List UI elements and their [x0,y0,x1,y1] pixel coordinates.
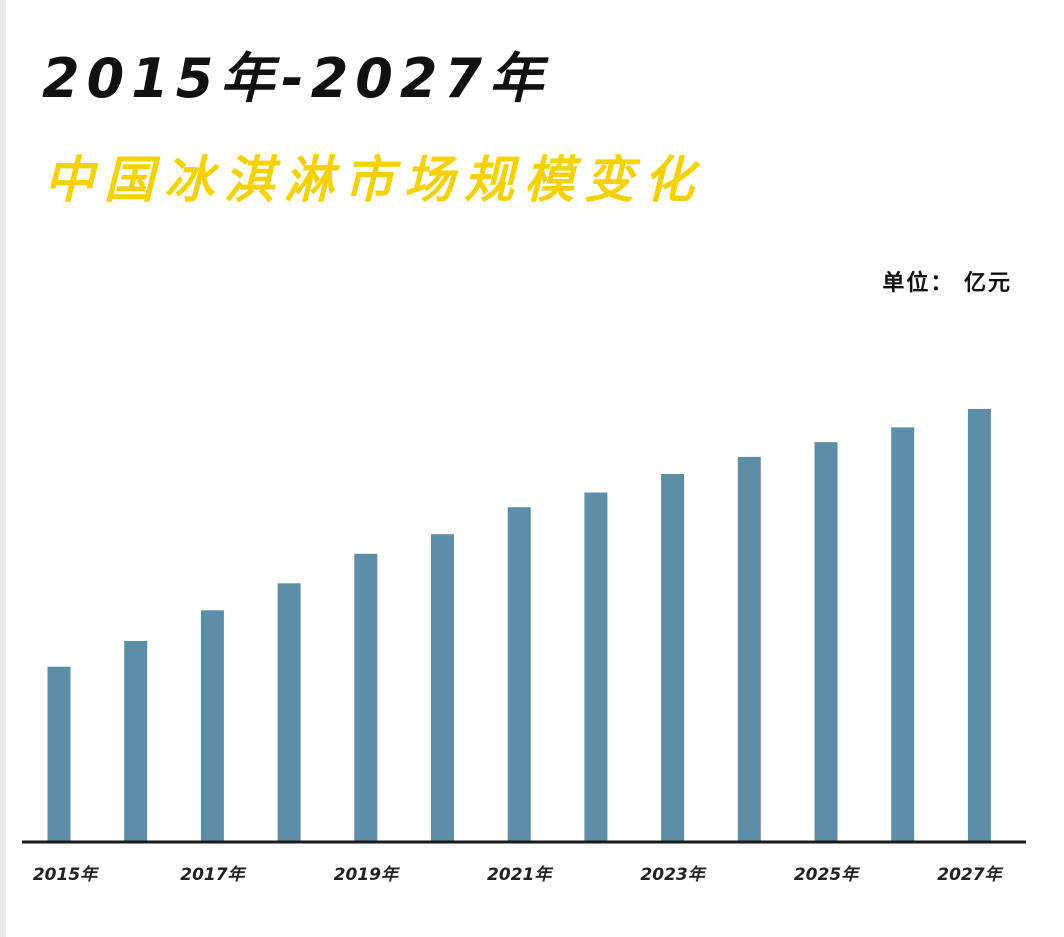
bar-2016年 [124,641,148,841]
bar-2019年 [354,553,378,841]
bar-2021年 [507,507,531,841]
x-tick-labels: 2015年 2017年 2019年 2021年 2023年 2025年 2027年 [33,865,1004,885]
left-edge-shadow [0,0,6,937]
bar-2024年 [737,456,761,841]
x-tick-label: 2021年 [487,865,553,885]
bar-2027年 [967,409,991,841]
bar-group [47,409,991,841]
bar-2025年 [814,442,838,841]
bar-2015年 [47,666,71,841]
x-tick-label: 2015年 [33,865,99,885]
bar-2022年 [584,492,608,841]
bar-2026年 [891,427,915,841]
x-tick-label: 2025年 [794,865,860,885]
unit-label: 单位： 亿元 [882,271,1012,296]
x-tick-label: 2023年 [640,865,706,885]
x-tick-label: 2019年 [334,865,400,885]
bar-2023年 [661,474,685,841]
bar-2017年 [200,610,224,841]
chart-subtitle: 中国冰淇淋市场规模变化 [44,151,704,209]
bar-2020年 [431,534,454,841]
bar-2018年 [277,583,301,841]
x-tick-label: 2017年 [180,865,246,885]
chart-title: 2015年-2027年 [42,47,550,110]
x-tick-label: 2027年 [937,865,1003,885]
